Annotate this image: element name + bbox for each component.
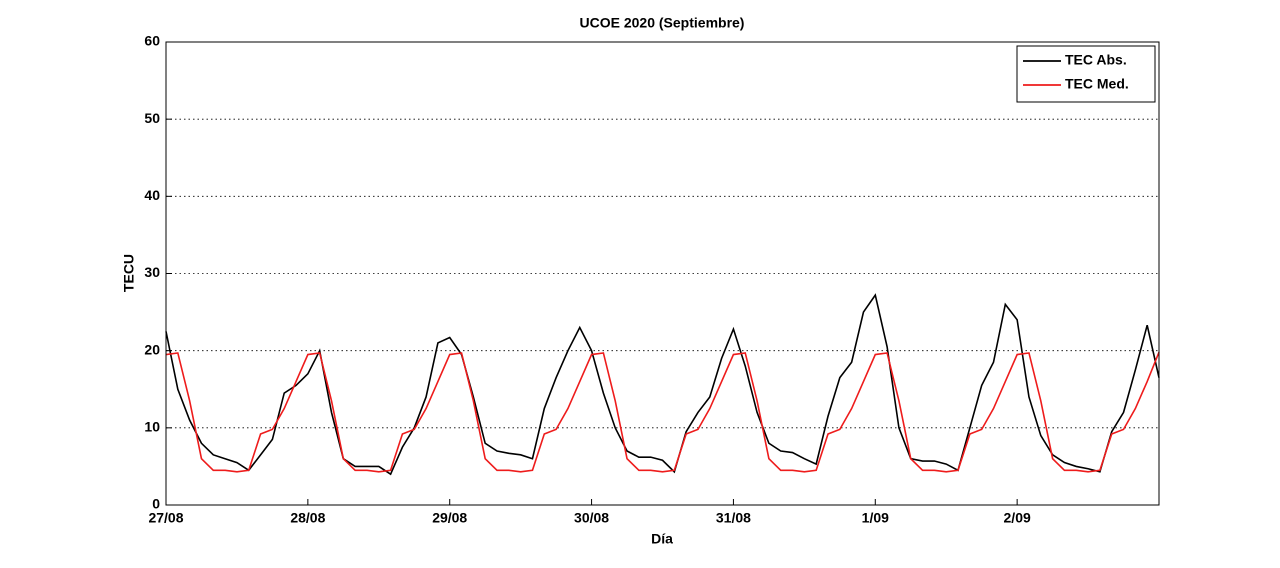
y-tick-label: 0 <box>152 496 160 512</box>
plot-frame <box>165 41 1160 506</box>
y-tick-label: 10 <box>144 419 160 435</box>
y-tick-label: 30 <box>144 264 160 280</box>
y-tick-label: 40 <box>144 187 160 203</box>
data-line <box>165 293 1160 476</box>
x-tick-label: 31/08 <box>716 510 751 526</box>
x-tick-label: 30/08 <box>574 510 609 526</box>
y-axis-label: TECU <box>121 254 137 292</box>
x-tick-label: 28/08 <box>290 510 325 526</box>
y-tick-label: 50 <box>144 110 160 126</box>
legend-box <box>1016 45 1156 103</box>
x-tick-label: 27/08 <box>148 510 183 526</box>
legend-label: TEC Med. <box>1065 76 1129 92</box>
y-tick-label: 60 <box>144 33 160 49</box>
x-tick-label: 1/09 <box>862 510 889 526</box>
chart-title: UCOE 2020 (Septiembre) <box>580 15 745 31</box>
x-tick-label: 2/09 <box>1004 510 1031 526</box>
x-tick-label: 29/08 <box>432 510 467 526</box>
x-axis-label: Día <box>651 531 673 547</box>
legend-label: TEC Abs. <box>1065 52 1127 68</box>
data-line <box>165 351 1160 473</box>
y-tick-label: 20 <box>144 341 160 357</box>
